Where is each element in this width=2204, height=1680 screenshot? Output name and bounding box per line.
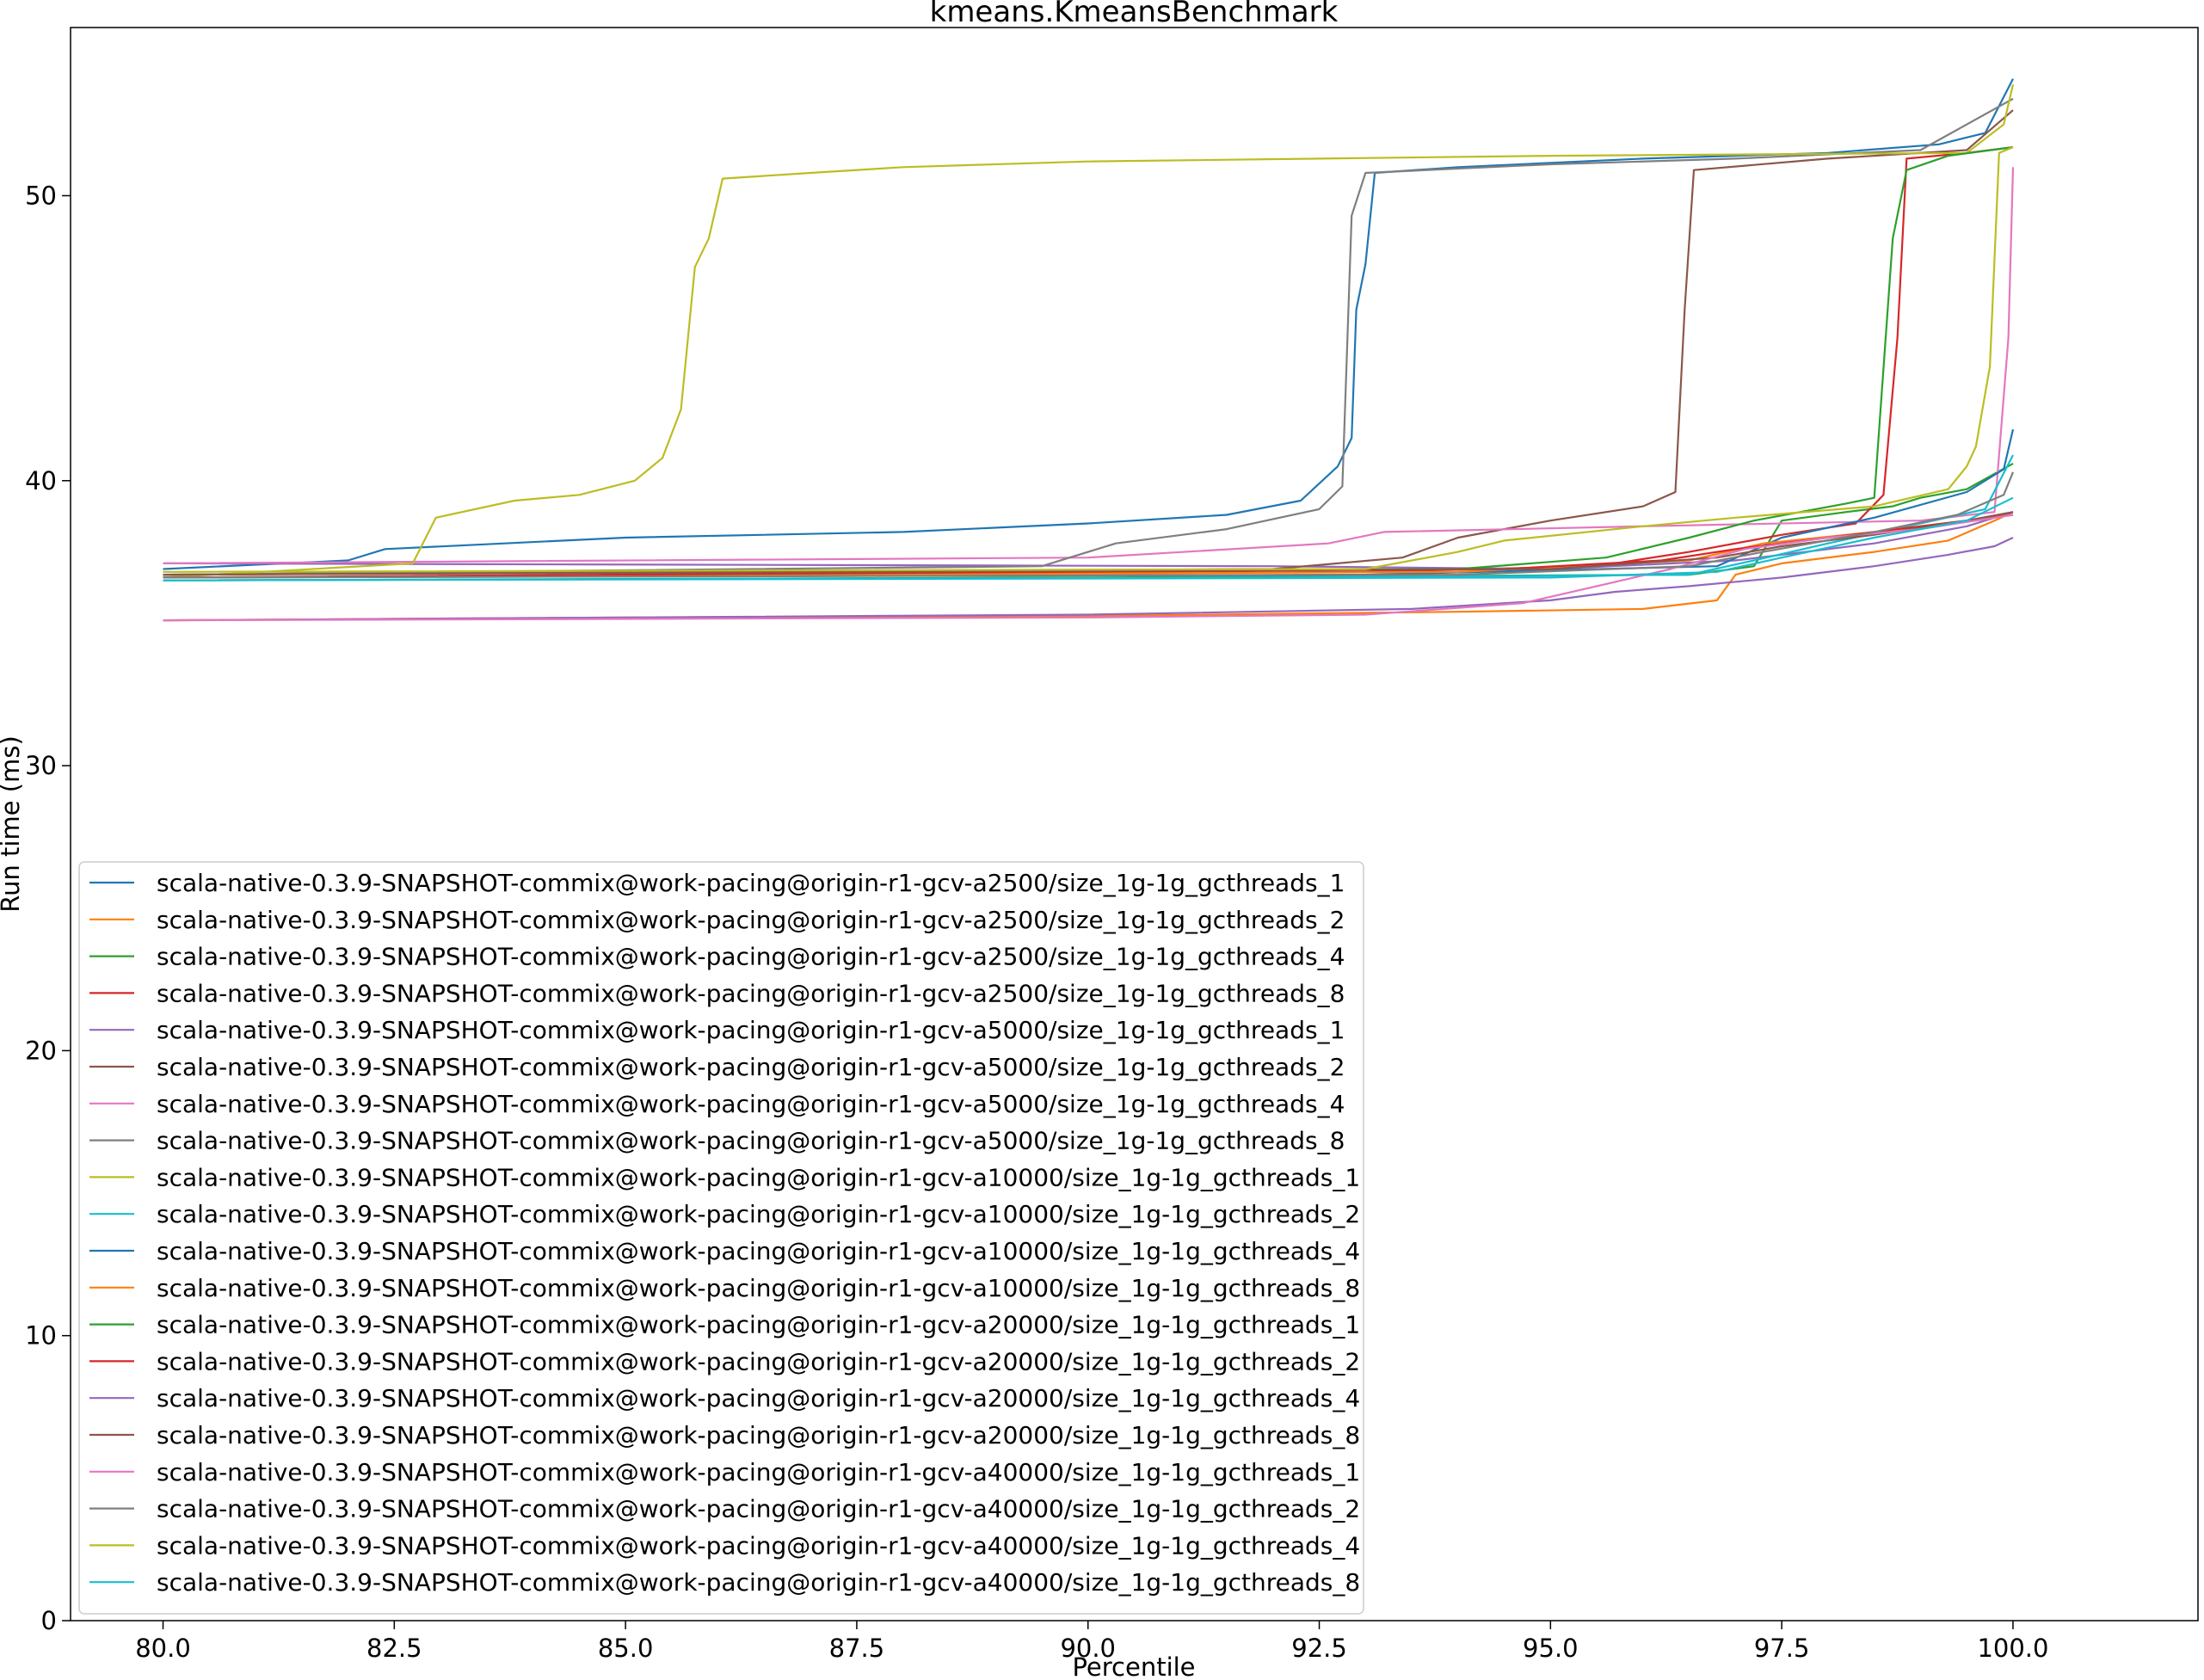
legend-entry: scala-native-0.3.9-SNAPSHOT-commix@work-… (157, 979, 1345, 1007)
legend: scala-native-0.3.9-SNAPSHOT-commix@work-… (78, 861, 1364, 1615)
series-line-5 (163, 511, 2014, 570)
series-line-7 (163, 167, 2015, 565)
x-tick-label: 82.5 (366, 1634, 422, 1663)
series-line-17 (163, 514, 2014, 622)
legend-entry: scala-native-0.3.9-SNAPSHOT-commix@work-… (157, 1347, 1360, 1375)
legend-entry: scala-native-0.3.9-SNAPSHOT-commix@work-… (157, 1274, 1360, 1302)
legend-box (78, 861, 1364, 1615)
x-tick-label: 85.0 (598, 1634, 654, 1663)
legend-entry: scala-native-0.3.9-SNAPSHOT-commix@work-… (157, 1495, 1360, 1523)
series-line-4 (163, 146, 2014, 579)
series-line-18 (163, 471, 2015, 579)
legend-entry: scala-native-0.3.9-SNAPSHOT-commix@work-… (157, 1568, 1360, 1597)
x-tick-label: 100.0 (1977, 1634, 2048, 1663)
legend-entry: scala-native-0.3.9-SNAPSHOT-commix@work-… (157, 1531, 1360, 1560)
legend-entry: scala-native-0.3.9-SNAPSHOT-commix@work-… (157, 1458, 1360, 1486)
y-axis: 0 10 20 30 40 50 (25, 181, 71, 1635)
series-line-1 (163, 78, 2014, 570)
series-line-9 (163, 84, 2015, 579)
series-line-3 (163, 462, 2014, 582)
x-tick-label: 95.0 (1523, 1634, 1579, 1663)
x-tick-label: 87.5 (829, 1634, 885, 1663)
chart-title: kmeans.KmeansBenchmark (930, 0, 1339, 29)
series-line-13 (163, 146, 2014, 576)
series-line-20 (163, 496, 2014, 582)
legend-entry: scala-native-0.3.9-SNAPSHOT-commix@work-… (157, 1384, 1360, 1412)
legend-entry: scala-native-0.3.9-SNAPSHOT-commix@work-… (157, 943, 1345, 971)
legend-entry: scala-native-0.3.9-SNAPSHOT-commix@work-… (157, 906, 1345, 934)
y-tick-label: 20 (25, 1036, 57, 1065)
series-line-11 (163, 428, 2015, 579)
y-axis-label: Run time (ms) (0, 735, 25, 913)
series-layer (163, 78, 2015, 622)
x-axis: 80.0 82.5 85.0 87.5 90.0 92.5 95.0 97.5 100.0 (135, 1621, 2048, 1663)
series-line-2 (163, 511, 2014, 622)
x-tick-label: 97.5 (1754, 1634, 1810, 1663)
x-axis-label: Percentile (1072, 1652, 1195, 1680)
x-tick-label: 92.5 (1291, 1634, 1347, 1663)
legend-entry: scala-native-0.3.9-SNAPSHOT-commix@work-… (157, 1163, 1360, 1191)
y-tick-label: 30 (25, 751, 57, 780)
legend-entry: scala-native-0.3.9-SNAPSHOT-commix@work-… (157, 1127, 1345, 1155)
series-line-8 (163, 97, 2014, 576)
legend-entry: scala-native-0.3.9-SNAPSHOT-commix@work-… (157, 1200, 1360, 1228)
legend-entry: scala-native-0.3.9-SNAPSHOT-commix@work-… (157, 1311, 1360, 1339)
series-line-15 (163, 537, 2014, 622)
legend-entry: scala-native-0.3.9-SNAPSHOT-commix@work-… (157, 1090, 1345, 1118)
plot-area (70, 27, 2199, 1622)
y-tick-label: 0 (41, 1606, 57, 1635)
y-tick-label: 50 (25, 181, 57, 210)
legend-entry: scala-native-0.3.9-SNAPSHOT-commix@work-… (157, 1421, 1360, 1449)
y-tick-label: 40 (25, 466, 57, 495)
legend-entry: scala-native-0.3.9-SNAPSHOT-commix@work-… (157, 1053, 1345, 1081)
legend-entry: scala-native-0.3.9-SNAPSHOT-commix@work-… (157, 1016, 1345, 1044)
legend-entry: scala-native-0.3.9-SNAPSHOT-commix@work-… (157, 869, 1345, 897)
y-tick-label: 10 (25, 1321, 57, 1351)
x-tick-label: 90.0 (1060, 1634, 1116, 1663)
x-tick-label: 80.0 (135, 1634, 191, 1663)
series-line-6 (163, 109, 2014, 576)
legend-entry: scala-native-0.3.9-SNAPSHOT-commix@work-… (157, 1237, 1360, 1265)
series-line-19 (163, 146, 2014, 573)
